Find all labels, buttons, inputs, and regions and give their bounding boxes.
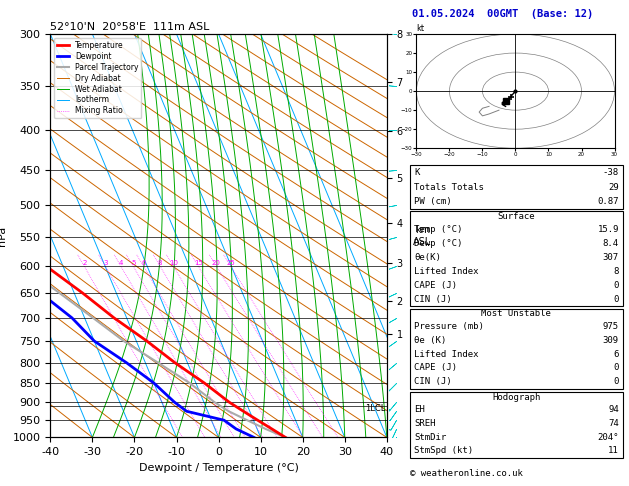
Text: 8.4: 8.4 [603,239,619,248]
Text: CAPE (J): CAPE (J) [414,364,457,372]
Text: Dewp (°C): Dewp (°C) [414,239,462,248]
Text: θe(K): θe(K) [414,253,441,261]
Text: 52°10'N  20°58'E  111m ASL: 52°10'N 20°58'E 111m ASL [50,22,209,32]
Y-axis label: hPa: hPa [0,226,7,246]
X-axis label: Dewpoint / Temperature (°C): Dewpoint / Temperature (°C) [138,463,299,473]
Text: StmDir: StmDir [414,433,446,442]
Text: Most Unstable: Most Unstable [481,310,552,318]
Text: © weatheronline.co.uk: © weatheronline.co.uk [410,469,523,478]
Text: 8: 8 [613,267,619,276]
Text: 29: 29 [608,183,619,191]
Text: 0: 0 [613,280,619,290]
Text: 0.87: 0.87 [598,197,619,206]
Text: 10: 10 [169,260,178,266]
Text: Temp (°C): Temp (°C) [414,225,462,234]
Text: 6: 6 [613,349,619,359]
Text: Lifted Index: Lifted Index [414,349,479,359]
Text: 3: 3 [103,260,108,266]
Text: CIN (J): CIN (J) [414,295,452,304]
Text: SREH: SREH [414,418,435,428]
Text: Pressure (mb): Pressure (mb) [414,322,484,331]
Text: Hodograph: Hodograph [493,393,540,401]
Text: StmSpd (kt): StmSpd (kt) [414,446,473,455]
Text: 15: 15 [194,260,203,266]
Text: 01.05.2024  00GMT  (Base: 12): 01.05.2024 00GMT (Base: 12) [412,9,593,19]
Text: kt: kt [416,24,425,33]
Y-axis label: km
ASL: km ASL [413,225,431,246]
Text: 11: 11 [608,446,619,455]
Text: 204°: 204° [598,433,619,442]
Text: 4: 4 [119,260,123,266]
Text: 20: 20 [212,260,221,266]
Text: θe (K): θe (K) [414,336,446,345]
Text: PW (cm): PW (cm) [414,197,452,206]
Text: -38: -38 [603,168,619,177]
Text: 94: 94 [608,405,619,414]
Text: 6: 6 [142,260,146,266]
Text: Surface: Surface [498,212,535,221]
Text: 0: 0 [613,295,619,304]
Text: 8: 8 [158,260,162,266]
Legend: Temperature, Dewpoint, Parcel Trajectory, Dry Adiabat, Wet Adiabat, Isotherm, Mi: Temperature, Dewpoint, Parcel Trajectory… [54,38,142,119]
Text: EH: EH [414,405,425,414]
Text: 975: 975 [603,322,619,331]
Text: 15.9: 15.9 [598,225,619,234]
Text: 5: 5 [131,260,135,266]
Text: 1LCL: 1LCL [365,404,386,414]
Text: CIN (J): CIN (J) [414,377,452,386]
Text: CAPE (J): CAPE (J) [414,280,457,290]
Text: Totals Totals: Totals Totals [414,183,484,191]
Text: Lifted Index: Lifted Index [414,267,479,276]
Text: 74: 74 [608,418,619,428]
Text: K: K [414,168,420,177]
Text: 0: 0 [613,364,619,372]
Text: 25: 25 [226,260,235,266]
Text: 309: 309 [603,336,619,345]
Text: 307: 307 [603,253,619,261]
Text: 0: 0 [613,377,619,386]
Text: 2: 2 [82,260,86,266]
